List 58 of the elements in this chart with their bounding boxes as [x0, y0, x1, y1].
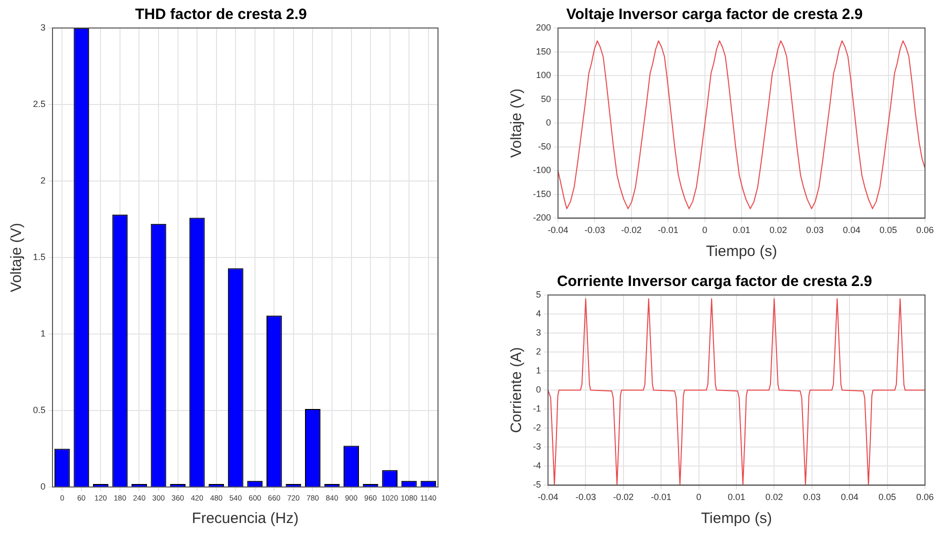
x-tick-label: 0.06 — [916, 492, 934, 502]
y-tick-label: 3 — [536, 328, 541, 338]
y-tick-label: 0 — [546, 118, 552, 128]
y-tick-label: 0.5 — [32, 404, 46, 415]
x-tick-label: 0.04 — [840, 492, 858, 502]
x-tick-label: -0.03 — [575, 492, 596, 502]
x-tick-label: 0.02 — [769, 225, 787, 236]
y-tick-label: 1 — [536, 366, 541, 376]
y-tick-label: 4 — [536, 308, 541, 319]
x-tick-label: 0.02 — [765, 492, 783, 502]
y-tick-label: -3 — [532, 442, 541, 452]
x-tick-label: 0.05 — [878, 492, 896, 502]
y-axis-title: Corriente (A) — [508, 347, 526, 434]
y-tick-label: 0 — [40, 481, 46, 492]
y-tick-label: -100 — [533, 165, 552, 176]
x-tick-label: -0.01 — [658, 225, 678, 236]
x-tick-label: -0.03 — [584, 225, 605, 236]
x-tick-label: -0.02 — [621, 225, 642, 236]
y-tick-label: 2 — [40, 175, 46, 186]
x-tick-label: 0 — [702, 225, 708, 236]
x-tick-label: -0.04 — [538, 492, 558, 502]
y-tick-label: -2 — [532, 422, 541, 433]
y-tick-label: 3 — [40, 22, 46, 32]
y-tick-label: -50 — [538, 141, 552, 152]
y-tick-label: 2 — [536, 346, 541, 357]
x-tick-label: -0.02 — [613, 492, 634, 502]
x-tick-label: -0.01 — [650, 492, 672, 502]
y-axis-title: Voltaje (V) — [508, 88, 526, 158]
y-tick-label: -4 — [532, 460, 541, 471]
y-tick-label: 50 — [541, 94, 552, 104]
x-tick-label: 0.01 — [732, 225, 750, 236]
y-tick-label: -5 — [532, 480, 541, 490]
x-tick-label: 0 — [696, 492, 702, 502]
x-axis-title: Tiempo (s) — [700, 510, 772, 528]
y-tick-label: -200 — [533, 212, 552, 223]
y-axis-title: Voltaje (V) — [8, 222, 26, 292]
x-tick-label: 0.03 — [803, 492, 821, 502]
x-tick-label: 0.01 — [728, 492, 746, 502]
y-tick-label: 150 — [536, 46, 552, 56]
x-axis-title: Tiempo (s) — [706, 243, 778, 260]
y-tick-label: 200 — [536, 22, 552, 32]
chart-title: Corriente Inversor carga factor de cresta 2.9 — [556, 273, 872, 290]
y-tick-label: 1 — [40, 328, 46, 338]
y-tick-label: 1.5 — [32, 252, 46, 262]
y-tick-label: 0 — [536, 384, 541, 395]
x-tick-label: -0.04 — [548, 225, 568, 236]
chart-title: Voltaje Inversor carga factor de cresta 2.9 — [566, 6, 863, 24]
chart-title: THD factor de cresta 2.9 — [135, 6, 307, 24]
y-tick-label: -1 — [532, 404, 541, 414]
x-tick-label: 0.06 — [916, 225, 934, 236]
x-tick-label: 0.05 — [880, 225, 898, 236]
x-axis-title: Frecuencia (Hz) — [192, 510, 299, 528]
x-tick-label: 0.03 — [806, 225, 824, 236]
y-tick-label: 2.5 — [32, 98, 46, 109]
y-tick-label: -150 — [533, 188, 552, 199]
x-tick-label: 0.04 — [842, 225, 860, 236]
y-tick-label: 5 — [536, 289, 541, 300]
y-tick-label: 100 — [536, 70, 552, 80]
